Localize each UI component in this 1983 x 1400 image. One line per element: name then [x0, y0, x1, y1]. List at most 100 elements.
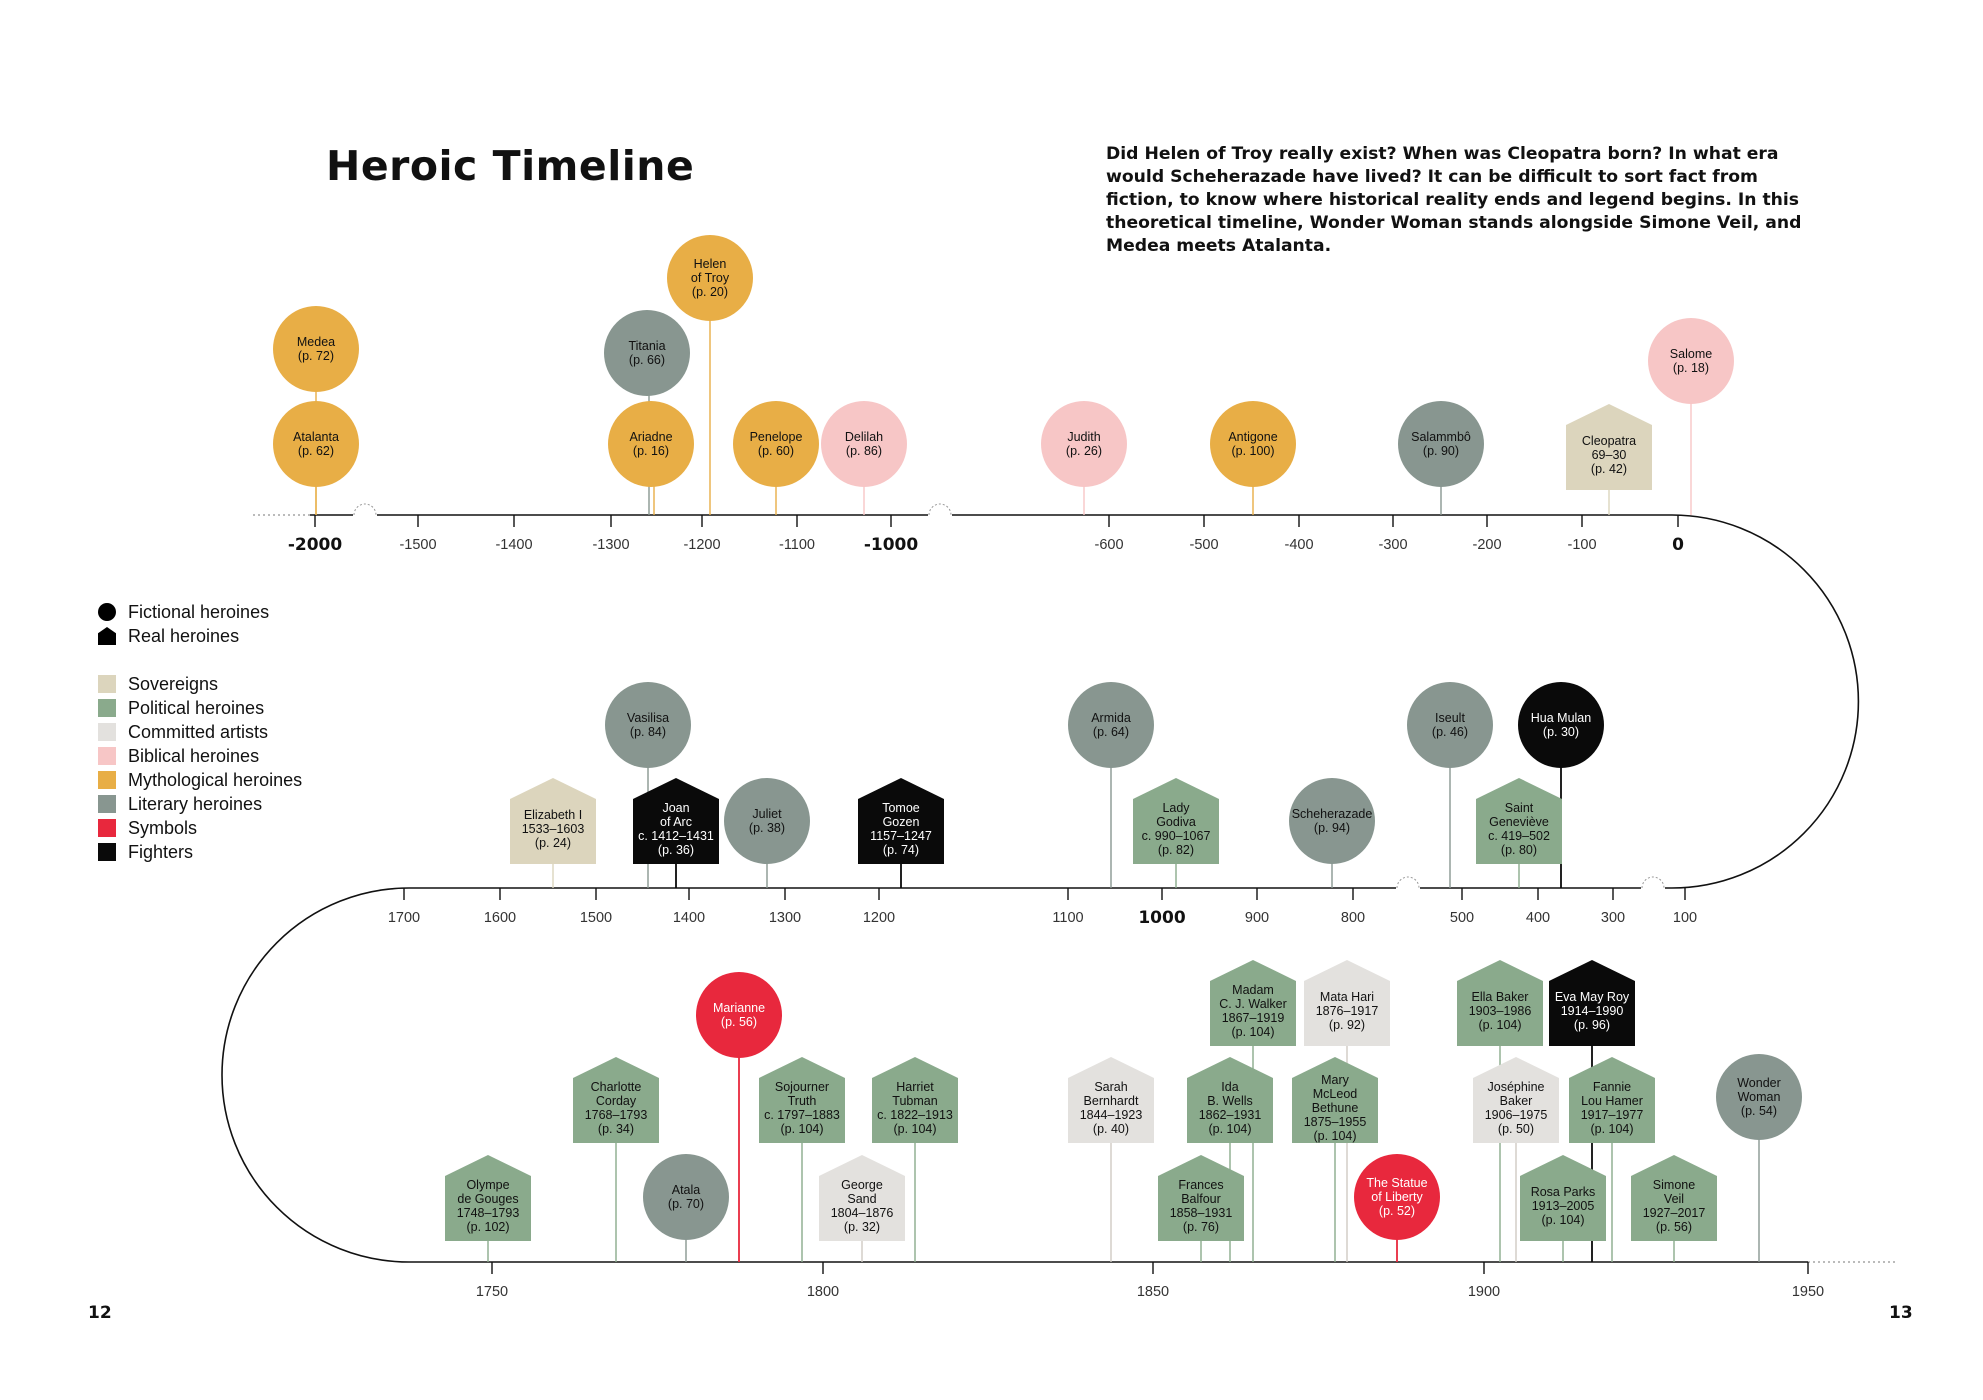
- tick-label: 1100: [1052, 910, 1083, 926]
- heroine-label: (p. 66): [629, 353, 665, 367]
- heroine-label: Titania: [628, 339, 665, 353]
- circle-marker: [1068, 682, 1154, 768]
- heroine-label: Hua Mulan: [1531, 711, 1591, 725]
- heroine-vasilisa: Vasilisa(p. 84): [605, 682, 691, 768]
- swatch-icon: [98, 723, 116, 741]
- era-break: [1396, 876, 1420, 889]
- heroine-label: (p. 104): [1231, 1025, 1274, 1039]
- heroine-label: Helen: [694, 257, 727, 271]
- legend-label: Real heroines: [128, 625, 240, 646]
- house-marker: [1210, 960, 1296, 1046]
- heroine-label: 1858–1931: [1170, 1206, 1233, 1220]
- heroine-label: 1748–1793: [457, 1206, 520, 1220]
- heroine-label: Salammbô: [1411, 430, 1471, 444]
- heroine-label: 1844–1923: [1080, 1108, 1143, 1122]
- heroine-label: (p. 104): [1590, 1122, 1633, 1136]
- circle-marker: [643, 1154, 729, 1240]
- tick-label: 1300: [769, 910, 801, 926]
- tick-label: 400: [1526, 910, 1550, 926]
- tick-label: -1400: [495, 537, 532, 553]
- heroine-label: (p. 70): [668, 1197, 704, 1211]
- house-marker: [1068, 1057, 1154, 1143]
- heroine-label: Bernhardt: [1084, 1094, 1139, 1108]
- heroine-label: Charlotte: [591, 1080, 642, 1094]
- house-marker: [1304, 960, 1390, 1046]
- heroine-label: (p. 52): [1379, 1204, 1415, 1218]
- house-marker: [1631, 1155, 1717, 1241]
- circle-icon: [98, 603, 116, 621]
- heroine-label: Mary: [1321, 1073, 1350, 1087]
- timeline-markers: Medea(p. 72) Atalanta(p. 62) Titania(p. 66…: [273, 235, 1802, 1241]
- heroine-label: Godiva: [1156, 815, 1196, 829]
- circle-marker: [821, 401, 907, 487]
- heroine-label: Juliet: [752, 807, 782, 821]
- heroine-label: Sand: [847, 1192, 876, 1206]
- tick-label: -500: [1189, 537, 1218, 553]
- heroine-label: (p. 104): [780, 1122, 823, 1136]
- circle-marker: [273, 306, 359, 392]
- timeline-axis: [221, 514, 1860, 1263]
- house-marker: [633, 778, 719, 864]
- tick-label: 1000: [1138, 908, 1185, 928]
- heroine-label: Marianne: [713, 1001, 765, 1015]
- heroine-label: 1914–1990: [1561, 1004, 1624, 1018]
- house-icon: [98, 627, 116, 645]
- tick-label: 800: [1341, 910, 1365, 926]
- heroine-label: Harriet: [896, 1080, 934, 1094]
- heroine-label: (p. 64): [1093, 725, 1129, 739]
- heroine-label: Joséphine: [1488, 1080, 1545, 1094]
- legend-item-biblical: Biblical heroines: [98, 744, 302, 768]
- circle-marker: [604, 310, 690, 396]
- heroine-label: Balfour: [1181, 1192, 1221, 1206]
- heroine-label: Ariadne: [629, 430, 672, 444]
- swatch-icon: [98, 675, 116, 693]
- tick-label: -1200: [683, 537, 720, 553]
- heroine-label: Olympe: [466, 1178, 509, 1192]
- heroine-label: Tomoe: [882, 801, 920, 815]
- heroine-label: (p. 104): [1478, 1018, 1521, 1032]
- heroine-label: Gozen: [883, 815, 920, 829]
- house-marker: [1187, 1057, 1273, 1143]
- house-marker: [1457, 960, 1543, 1046]
- heroine-label: Lady: [1162, 801, 1190, 815]
- era-break: [1641, 876, 1665, 889]
- circle-marker: [1407, 682, 1493, 768]
- heroine-label: B. Wells: [1207, 1094, 1253, 1108]
- house-marker: [1569, 1057, 1655, 1143]
- heroine-label: (p. 62): [298, 444, 334, 458]
- heroine-label: Eva May Roy: [1555, 990, 1630, 1004]
- heroine-label: Ella Baker: [1472, 990, 1529, 1004]
- legend-label: Fighters: [128, 841, 194, 862]
- circle-marker: [608, 401, 694, 487]
- era-break: [928, 503, 952, 516]
- legend-item-political: Political heroines: [98, 696, 302, 720]
- heroine-label: Woman: [1738, 1090, 1781, 1104]
- heroine-label: c. 419–502: [1488, 829, 1550, 843]
- heroine-label: (p. 82): [1158, 843, 1194, 857]
- tick-label: 1200: [863, 910, 895, 926]
- heroine-label: McLeod: [1313, 1087, 1358, 1101]
- heroine-label: (p. 104): [1208, 1122, 1251, 1136]
- swatch-icon: [98, 843, 116, 861]
- swatch-icon: [98, 819, 116, 837]
- heroine-label: (p. 94): [1314, 821, 1350, 835]
- tick-label: -200: [1472, 537, 1501, 553]
- circle-marker: [696, 972, 782, 1058]
- heroine-judith: Judith(p. 26): [1041, 401, 1127, 487]
- circle-marker: [1210, 401, 1296, 487]
- heroine-label: Frances: [1178, 1178, 1223, 1192]
- heroine-label: Antigone: [1228, 430, 1277, 444]
- heroine-label: Lou Hamer: [1581, 1094, 1643, 1108]
- heroine-label: Elizabeth I: [524, 808, 582, 822]
- heroine-label: Atala: [672, 1183, 701, 1197]
- house-marker: [573, 1057, 659, 1143]
- heroine-label: 1917–1977: [1581, 1108, 1644, 1122]
- tick-label: -600: [1094, 537, 1123, 553]
- tick-label: -2000: [288, 535, 343, 555]
- heroine-iseult: Iseult(p. 46): [1407, 682, 1493, 768]
- legend-label: Biblical heroines: [128, 745, 260, 766]
- circle-marker: [1354, 1154, 1440, 1240]
